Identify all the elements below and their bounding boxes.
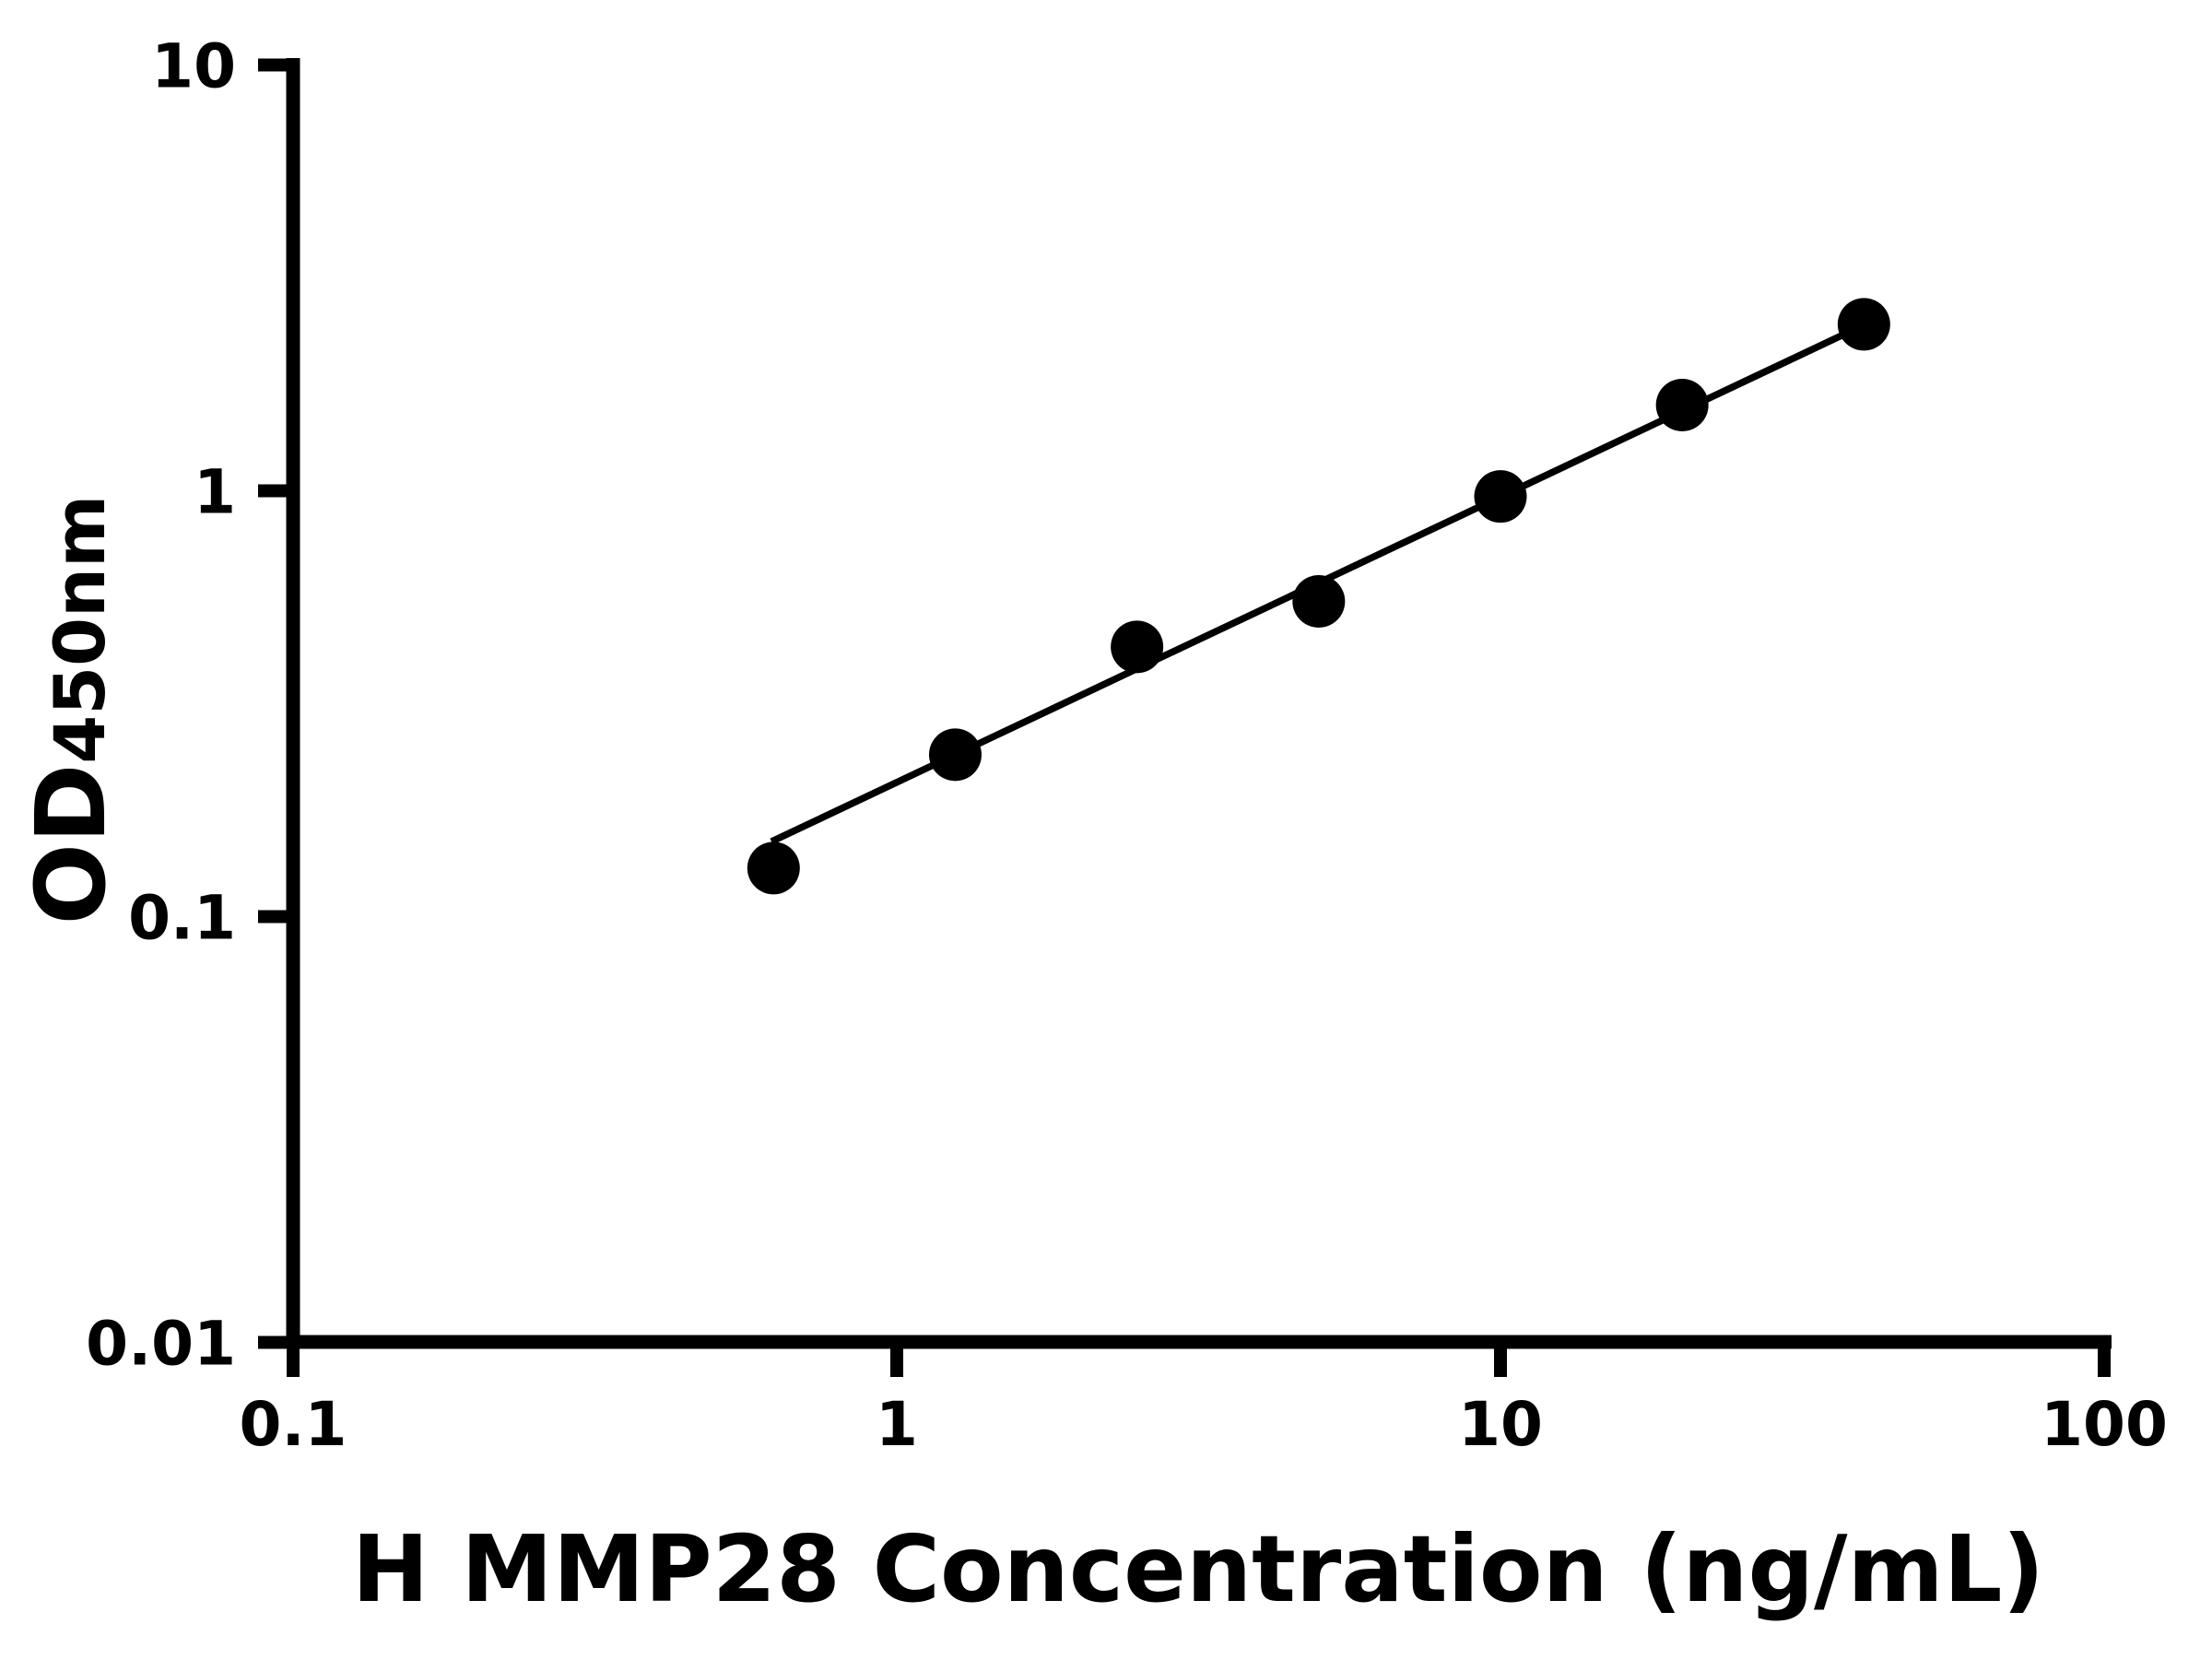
data-point	[1111, 620, 1164, 674]
data-point	[928, 728, 982, 782]
y-axis-title-main: OD	[15, 764, 127, 925]
x-tick-label: 0.1	[240, 1389, 347, 1460]
data-point	[747, 841, 800, 895]
data-point	[1837, 298, 1890, 351]
y-tick-label: 0.1	[128, 882, 236, 953]
y-axis-title-subscript: 450nm	[39, 495, 121, 764]
y-tick-label: 10	[151, 30, 236, 101]
x-tick-label: 1	[876, 1389, 918, 1460]
axes-frame	[286, 58, 2112, 1349]
y-axis-title: OD450nm	[15, 495, 127, 925]
data-point	[1655, 378, 1709, 431]
y-tick-labels: 0.01 0.1 1 10	[86, 30, 236, 1379]
x-tick-labels: 0.1 1 10 100	[240, 1389, 2168, 1460]
y-tick-label: 1	[194, 456, 236, 527]
data-point	[1474, 470, 1527, 524]
data-point	[1292, 574, 1346, 628]
x-tick-label: 10	[1458, 1389, 1543, 1460]
x-tick-label: 100	[2041, 1389, 2168, 1460]
x-ticks	[287, 1342, 2111, 1377]
y-tick-label: 0.01	[86, 1308, 236, 1379]
x-axis-title: H MMP28 Concentration (ng/mL)	[352, 1515, 2044, 1623]
svg-text:OD450nm: OD450nm	[15, 495, 127, 925]
plot-layer	[747, 298, 1890, 895]
